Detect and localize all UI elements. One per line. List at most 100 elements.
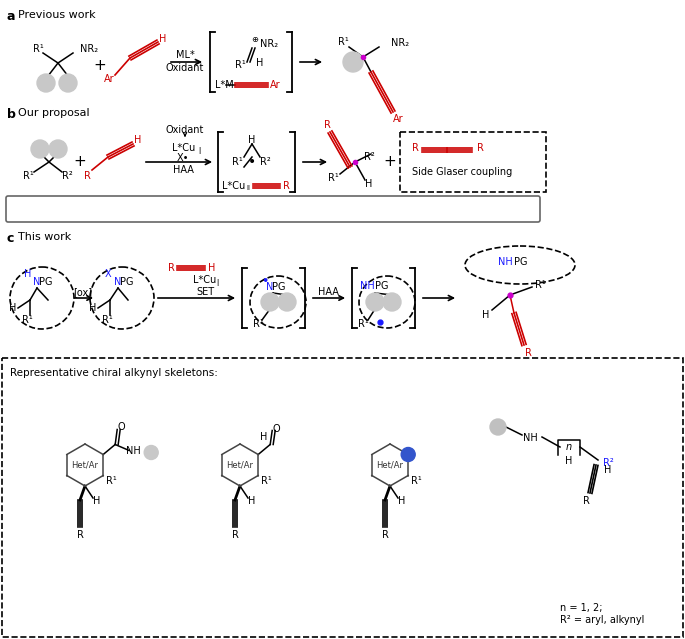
Text: R: R [582, 496, 589, 506]
Text: HAA: HAA [173, 165, 193, 175]
FancyBboxPatch shape [2, 358, 683, 637]
Text: NH: NH [360, 281, 375, 291]
Text: R: R [323, 120, 330, 130]
Text: Oxidant: Oxidant [166, 125, 204, 135]
Text: X: X [105, 269, 111, 279]
Text: N: N [34, 277, 40, 287]
Text: R¹: R¹ [232, 157, 242, 167]
Text: This work: This work [18, 232, 71, 242]
Text: ⊕: ⊕ [251, 35, 258, 43]
Text: R¹: R¹ [338, 37, 349, 47]
Text: NR₂: NR₂ [80, 44, 98, 54]
Text: H: H [284, 298, 290, 307]
Text: H: H [42, 79, 49, 88]
Text: PG: PG [514, 257, 527, 267]
Text: n = 1, 2;: n = 1, 2; [560, 603, 603, 613]
Text: NH: NH [126, 445, 140, 456]
Text: H: H [604, 465, 612, 475]
Text: PG: PG [272, 282, 286, 292]
Text: N: N [266, 282, 274, 292]
Text: H: H [24, 269, 32, 279]
Text: Previous work: Previous work [18, 10, 96, 20]
Text: X•: X• [177, 153, 189, 163]
Text: R¹: R¹ [235, 60, 245, 70]
Text: PG: PG [121, 277, 134, 287]
Text: H: H [10, 303, 16, 313]
Text: R: R [525, 348, 532, 358]
Text: H: H [89, 303, 97, 313]
Text: R²: R² [603, 458, 614, 468]
Text: [ox]: [ox] [73, 287, 92, 297]
Text: H: H [482, 310, 490, 320]
Text: R¹: R¹ [101, 315, 112, 325]
Text: R² = aryl, alkynyl: R² = aryl, alkynyl [560, 615, 645, 625]
Text: H: H [248, 496, 256, 506]
Text: R²: R² [260, 157, 271, 167]
Text: Ar: Ar [270, 80, 280, 90]
Text: H: H [160, 34, 166, 44]
Text: H: H [398, 496, 406, 506]
Text: NR₂: NR₂ [391, 38, 409, 48]
Text: NR₂: NR₂ [260, 39, 278, 49]
Text: R¹: R¹ [23, 171, 34, 181]
Text: O: O [273, 424, 280, 433]
Text: H: H [365, 179, 373, 189]
Text: Het/Ar: Het/Ar [227, 461, 253, 470]
Text: +: + [384, 155, 397, 169]
Circle shape [49, 140, 67, 158]
Text: O: O [117, 422, 125, 433]
Text: R¹: R¹ [22, 315, 32, 325]
Text: H: H [372, 298, 378, 307]
Text: HAA: HAA [318, 287, 338, 297]
Text: Ar: Ar [103, 74, 114, 84]
Text: H: H [256, 58, 264, 68]
Text: Significant challenge: suppressing Glaser coupling in the presence of oxidant: Significant challenge: suppressing Glase… [70, 203, 474, 213]
Text: n: n [566, 442, 572, 452]
Text: +: + [73, 155, 86, 169]
Text: •: • [248, 155, 256, 169]
Text: R: R [232, 530, 238, 540]
Text: H: H [208, 263, 215, 273]
Text: I: I [198, 147, 200, 156]
Circle shape [37, 74, 55, 92]
Text: R: R [382, 530, 388, 540]
Text: H: H [55, 144, 61, 153]
Text: R: R [77, 530, 84, 540]
Circle shape [31, 140, 49, 158]
Text: R: R [84, 171, 90, 181]
Text: R: R [168, 263, 175, 273]
Text: R¹: R¹ [327, 173, 338, 183]
Text: R¹: R¹ [358, 319, 369, 329]
Text: ML*: ML* [175, 50, 195, 60]
Text: Our proposal: Our proposal [18, 108, 90, 118]
Text: H: H [565, 456, 573, 466]
Text: H: H [65, 79, 71, 88]
Circle shape [401, 447, 415, 461]
Text: PG: PG [375, 281, 389, 291]
Text: •: • [261, 275, 269, 288]
Circle shape [343, 52, 363, 72]
Text: H: H [134, 135, 142, 145]
Text: +: + [94, 58, 106, 72]
Text: SET: SET [196, 287, 214, 297]
Text: R¹: R¹ [253, 319, 263, 329]
Text: Oxidant: Oxidant [166, 63, 204, 73]
Text: L*Cu: L*Cu [193, 275, 216, 285]
Text: L*Cu: L*Cu [222, 181, 245, 191]
Text: H: H [248, 135, 256, 145]
Text: R²: R² [62, 171, 73, 181]
Text: Het/Ar: Het/Ar [377, 461, 403, 470]
Text: R¹: R¹ [33, 44, 43, 54]
Circle shape [278, 293, 296, 311]
Circle shape [144, 445, 158, 459]
Text: R²: R² [364, 152, 375, 162]
FancyBboxPatch shape [400, 132, 546, 192]
Text: R¹: R¹ [105, 475, 116, 486]
Text: c: c [7, 232, 14, 245]
Text: NH: NH [498, 257, 513, 267]
FancyBboxPatch shape [6, 196, 540, 222]
Circle shape [490, 419, 506, 435]
Text: R: R [477, 143, 484, 153]
Text: PG: PG [39, 277, 53, 287]
Text: Representative chiral alkynyl skeletons:: Representative chiral alkynyl skeletons: [10, 368, 218, 378]
